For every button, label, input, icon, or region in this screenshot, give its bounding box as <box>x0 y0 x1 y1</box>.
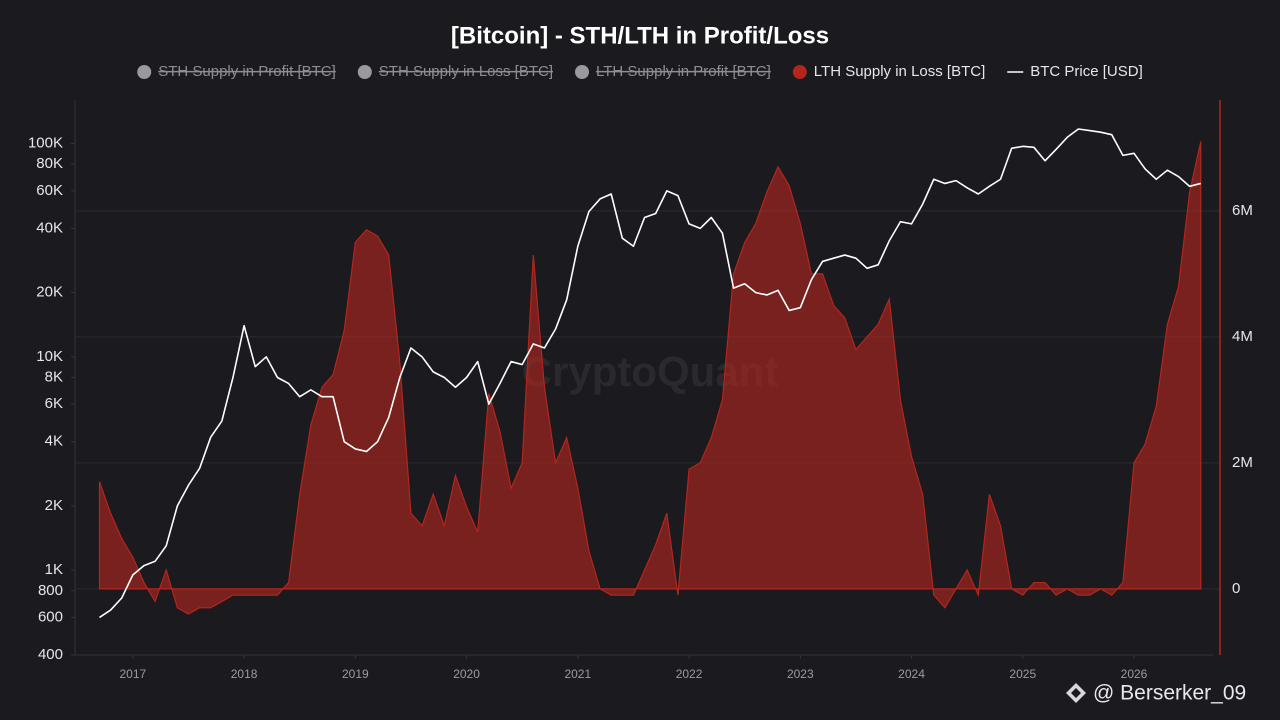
x-tick-label: 2020 <box>453 667 480 681</box>
legend-marker <box>137 65 152 79</box>
y2-tick-label: 6M <box>1232 202 1253 219</box>
y-tick-label: 10K <box>36 348 63 365</box>
y2-tick-label: 4M <box>1232 328 1253 345</box>
axes: 400 600 800 1K 2K 4K 6K 8K 10K 20K 40K 60K 80K 100K 0 2… <box>28 100 1253 681</box>
legend-item[interactable]: LTH Supply in Profit [BTC] <box>575 63 771 80</box>
x-tick-label: 2025 <box>1009 667 1036 681</box>
y-tick-label: 4K <box>45 433 63 450</box>
legend-marker <box>575 65 590 79</box>
legend-label: STH Supply in Profit [BTC] <box>158 63 336 80</box>
credit: @ Berserker_09 <box>1093 682 1246 705</box>
x-tick-label: 2024 <box>898 667 925 681</box>
y-tick-label: 800 <box>38 582 63 599</box>
y-tick-label: 80K <box>36 155 63 172</box>
y2-tick-label: 0 <box>1232 580 1240 597</box>
legend-marker <box>357 65 372 79</box>
legend-marker <box>792 65 807 79</box>
y-tick-label: 40K <box>36 219 63 236</box>
y-tick-label: 400 <box>38 646 63 663</box>
legend-label: BTC Price [USD] <box>1030 63 1143 80</box>
y-tick-label: 2K <box>45 497 63 514</box>
x-tick-label: 2018 <box>231 667 258 681</box>
x-tick-label: 2022 <box>676 667 703 681</box>
y2-tick-label: 2M <box>1232 454 1253 471</box>
credit-icon <box>1066 683 1086 703</box>
legend-item[interactable]: STH Supply in Loss [BTC] <box>357 63 553 80</box>
y-tick-label: 6K <box>45 395 63 412</box>
y-tick-label: 8K <box>45 368 63 385</box>
y-tick-label: 60K <box>36 182 63 199</box>
x-tick-label: 2019 <box>342 667 369 681</box>
legend-item[interactable]: LTH Supply in Loss [BTC] <box>792 63 985 80</box>
legend-label: LTH Supply in Loss [BTC] <box>814 63 985 80</box>
legend-label: LTH Supply in Profit [BTC] <box>596 63 771 80</box>
x-tick-label: 2017 <box>119 667 146 681</box>
y-tick-label: 1K <box>45 561 63 578</box>
legend: STH Supply in Profit [BTC] STH Supply in … <box>137 63 1143 80</box>
area <box>98 141 1202 615</box>
legend-label: STH Supply in Loss [BTC] <box>379 63 553 80</box>
price-line <box>99 128 1201 619</box>
y-tick-label: 600 <box>38 608 63 625</box>
x-tick-label: 2023 <box>787 667 814 681</box>
plot-area <box>98 128 1202 619</box>
y-tick-label: 20K <box>36 284 63 301</box>
y-tick-label: 100K <box>28 135 63 152</box>
legend-item[interactable]: STH Supply in Profit [BTC] <box>137 63 336 80</box>
credit-badge: @ Berserker_09 <box>1066 682 1246 705</box>
legend-item[interactable]: BTC Price [USD] <box>1007 63 1143 80</box>
x-tick-label: 2026 <box>1121 667 1148 681</box>
x-tick-label: 2021 <box>564 667 591 681</box>
chart-title: [Bitcoin] - STH/LTH in Profit/Loss <box>451 22 829 49</box>
